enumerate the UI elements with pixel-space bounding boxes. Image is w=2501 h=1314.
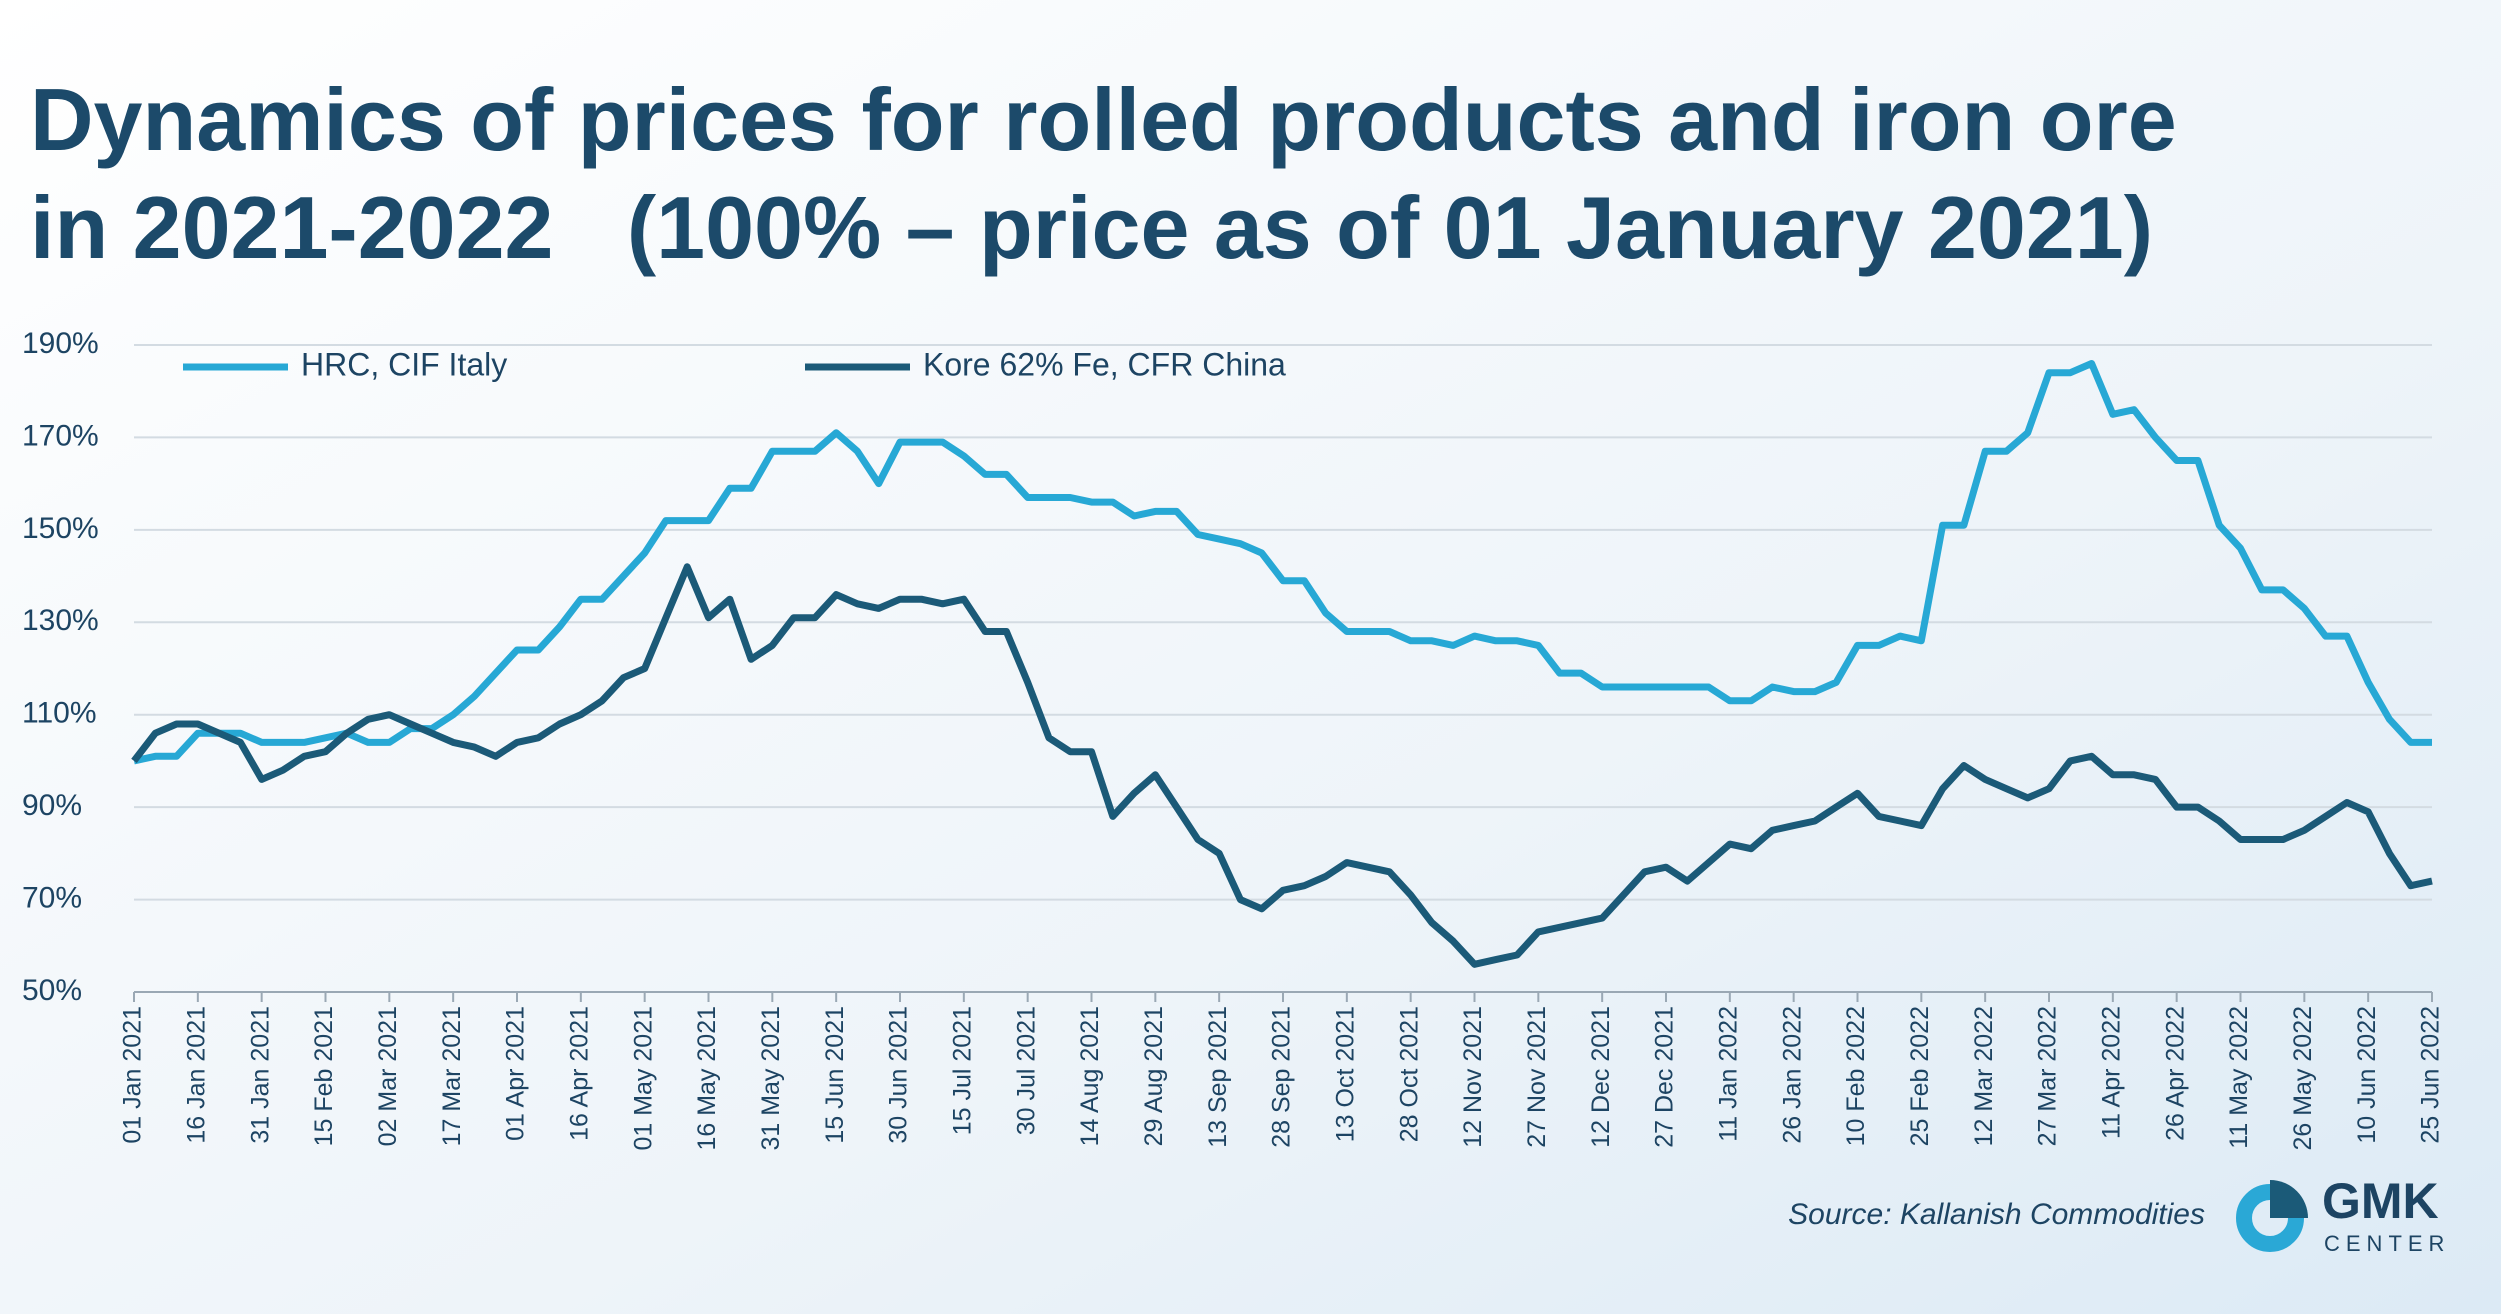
x-tick-label: 12 Nov 2021 xyxy=(1459,1006,1487,1148)
x-tick-label: 10 Feb 2022 xyxy=(1842,1006,1870,1146)
x-tick-label: 26 May 2022 xyxy=(2289,1006,2317,1151)
x-tick-label: 10 Jun 2022 xyxy=(2353,1006,2381,1144)
y-tick-label: 170% xyxy=(22,419,99,452)
x-tick-label: 16 Jan 2021 xyxy=(182,1006,210,1144)
x-tick-label: 11 Apr 2022 xyxy=(2097,1006,2125,1139)
legend-label: Kore 62% Fe, CFR China xyxy=(923,346,1286,382)
x-tick-label: 26 Jan 2022 xyxy=(1778,1006,1806,1144)
x-tick-label: 01 Apr 2021 xyxy=(502,1006,530,1141)
x-tick-label: 31 Jan 2021 xyxy=(246,1006,274,1144)
x-tick-label: 12 Dec 2021 xyxy=(1587,1006,1615,1148)
x-tick-label: 16 May 2021 xyxy=(693,1006,721,1151)
x-tick-label: 11 May 2022 xyxy=(2225,1006,2253,1149)
x-tick-label: 15 Feb 2021 xyxy=(310,1006,338,1146)
x-tick-label: 27 Mar 2022 xyxy=(2034,1006,2062,1146)
x-tick-label: 16 Apr 2021 xyxy=(565,1006,593,1141)
x-tick-label: 15 Jun 2021 xyxy=(821,1006,849,1144)
x-tick-label: 14 Aug 2021 xyxy=(1076,1006,1104,1146)
x-tick-label: 01 Jan 2021 xyxy=(119,1006,147,1144)
x-tick-label: 27 Dec 2021 xyxy=(1651,1006,1679,1148)
chart-title: Dynamics of prices for rolled products a… xyxy=(30,70,2177,169)
y-tick-label: 190% xyxy=(22,327,99,360)
x-tick-label: 28 Oct 2021 xyxy=(1395,1006,1423,1142)
y-tick-label: 130% xyxy=(22,604,99,637)
y-tick-label: 110% xyxy=(22,697,97,730)
x-tick-label: 01 May 2021 xyxy=(629,1006,657,1151)
x-tick-label: 17 Mar 2021 xyxy=(438,1006,466,1146)
x-tick-label: 25 Feb 2022 xyxy=(1906,1006,1934,1146)
x-tick-label: 15 Jul 2021 xyxy=(948,1006,976,1135)
x-tick-label: 30 Jul 2021 xyxy=(1012,1006,1040,1135)
x-tick-label: 27 Nov 2021 xyxy=(1523,1006,1551,1148)
x-tick-label: 13 Sep 2021 xyxy=(1204,1006,1232,1148)
x-tick-label: 28 Sep 2021 xyxy=(1268,1006,1296,1148)
x-tick-label: 02 Mar 2021 xyxy=(374,1006,402,1146)
series-line xyxy=(133,360,2432,765)
legend-label: HRC, CIF Italy xyxy=(301,346,507,382)
chart-title: in 2021-2022 (100% – price as of 01 Janu… xyxy=(30,178,2153,277)
logo-text: GMK xyxy=(2322,1173,2439,1229)
x-tick-label: 25 Jun 2022 xyxy=(2417,1006,2445,1144)
x-tick-label: 29 Aug 2021 xyxy=(1140,1006,1168,1146)
x-tick-label: 30 Jun 2021 xyxy=(885,1006,913,1144)
source: Source: Kallanish Commodities xyxy=(1788,1198,2205,1231)
y-tick-label: 70% xyxy=(22,881,82,914)
x-tick-label: 11 Jan 2022 xyxy=(1714,1006,1742,1142)
x-tick-label: 13 Oct 2021 xyxy=(1331,1006,1359,1142)
x-tick-label: 12 Mar 2022 xyxy=(1970,1006,1998,1146)
x-tick-label: 31 May 2021 xyxy=(757,1006,785,1151)
series-line xyxy=(131,563,2433,968)
logo-quarter xyxy=(2270,1180,2308,1218)
y-tick-label: 50% xyxy=(22,974,82,1007)
logo-text: CENTER xyxy=(2324,1231,2450,1256)
y-tick-label: 90% xyxy=(22,789,82,822)
x-tick-label: 26 Apr 2022 xyxy=(2161,1006,2189,1141)
y-tick-label: 150% xyxy=(22,512,99,545)
logo: GMK CENTER xyxy=(2236,1173,2450,1256)
